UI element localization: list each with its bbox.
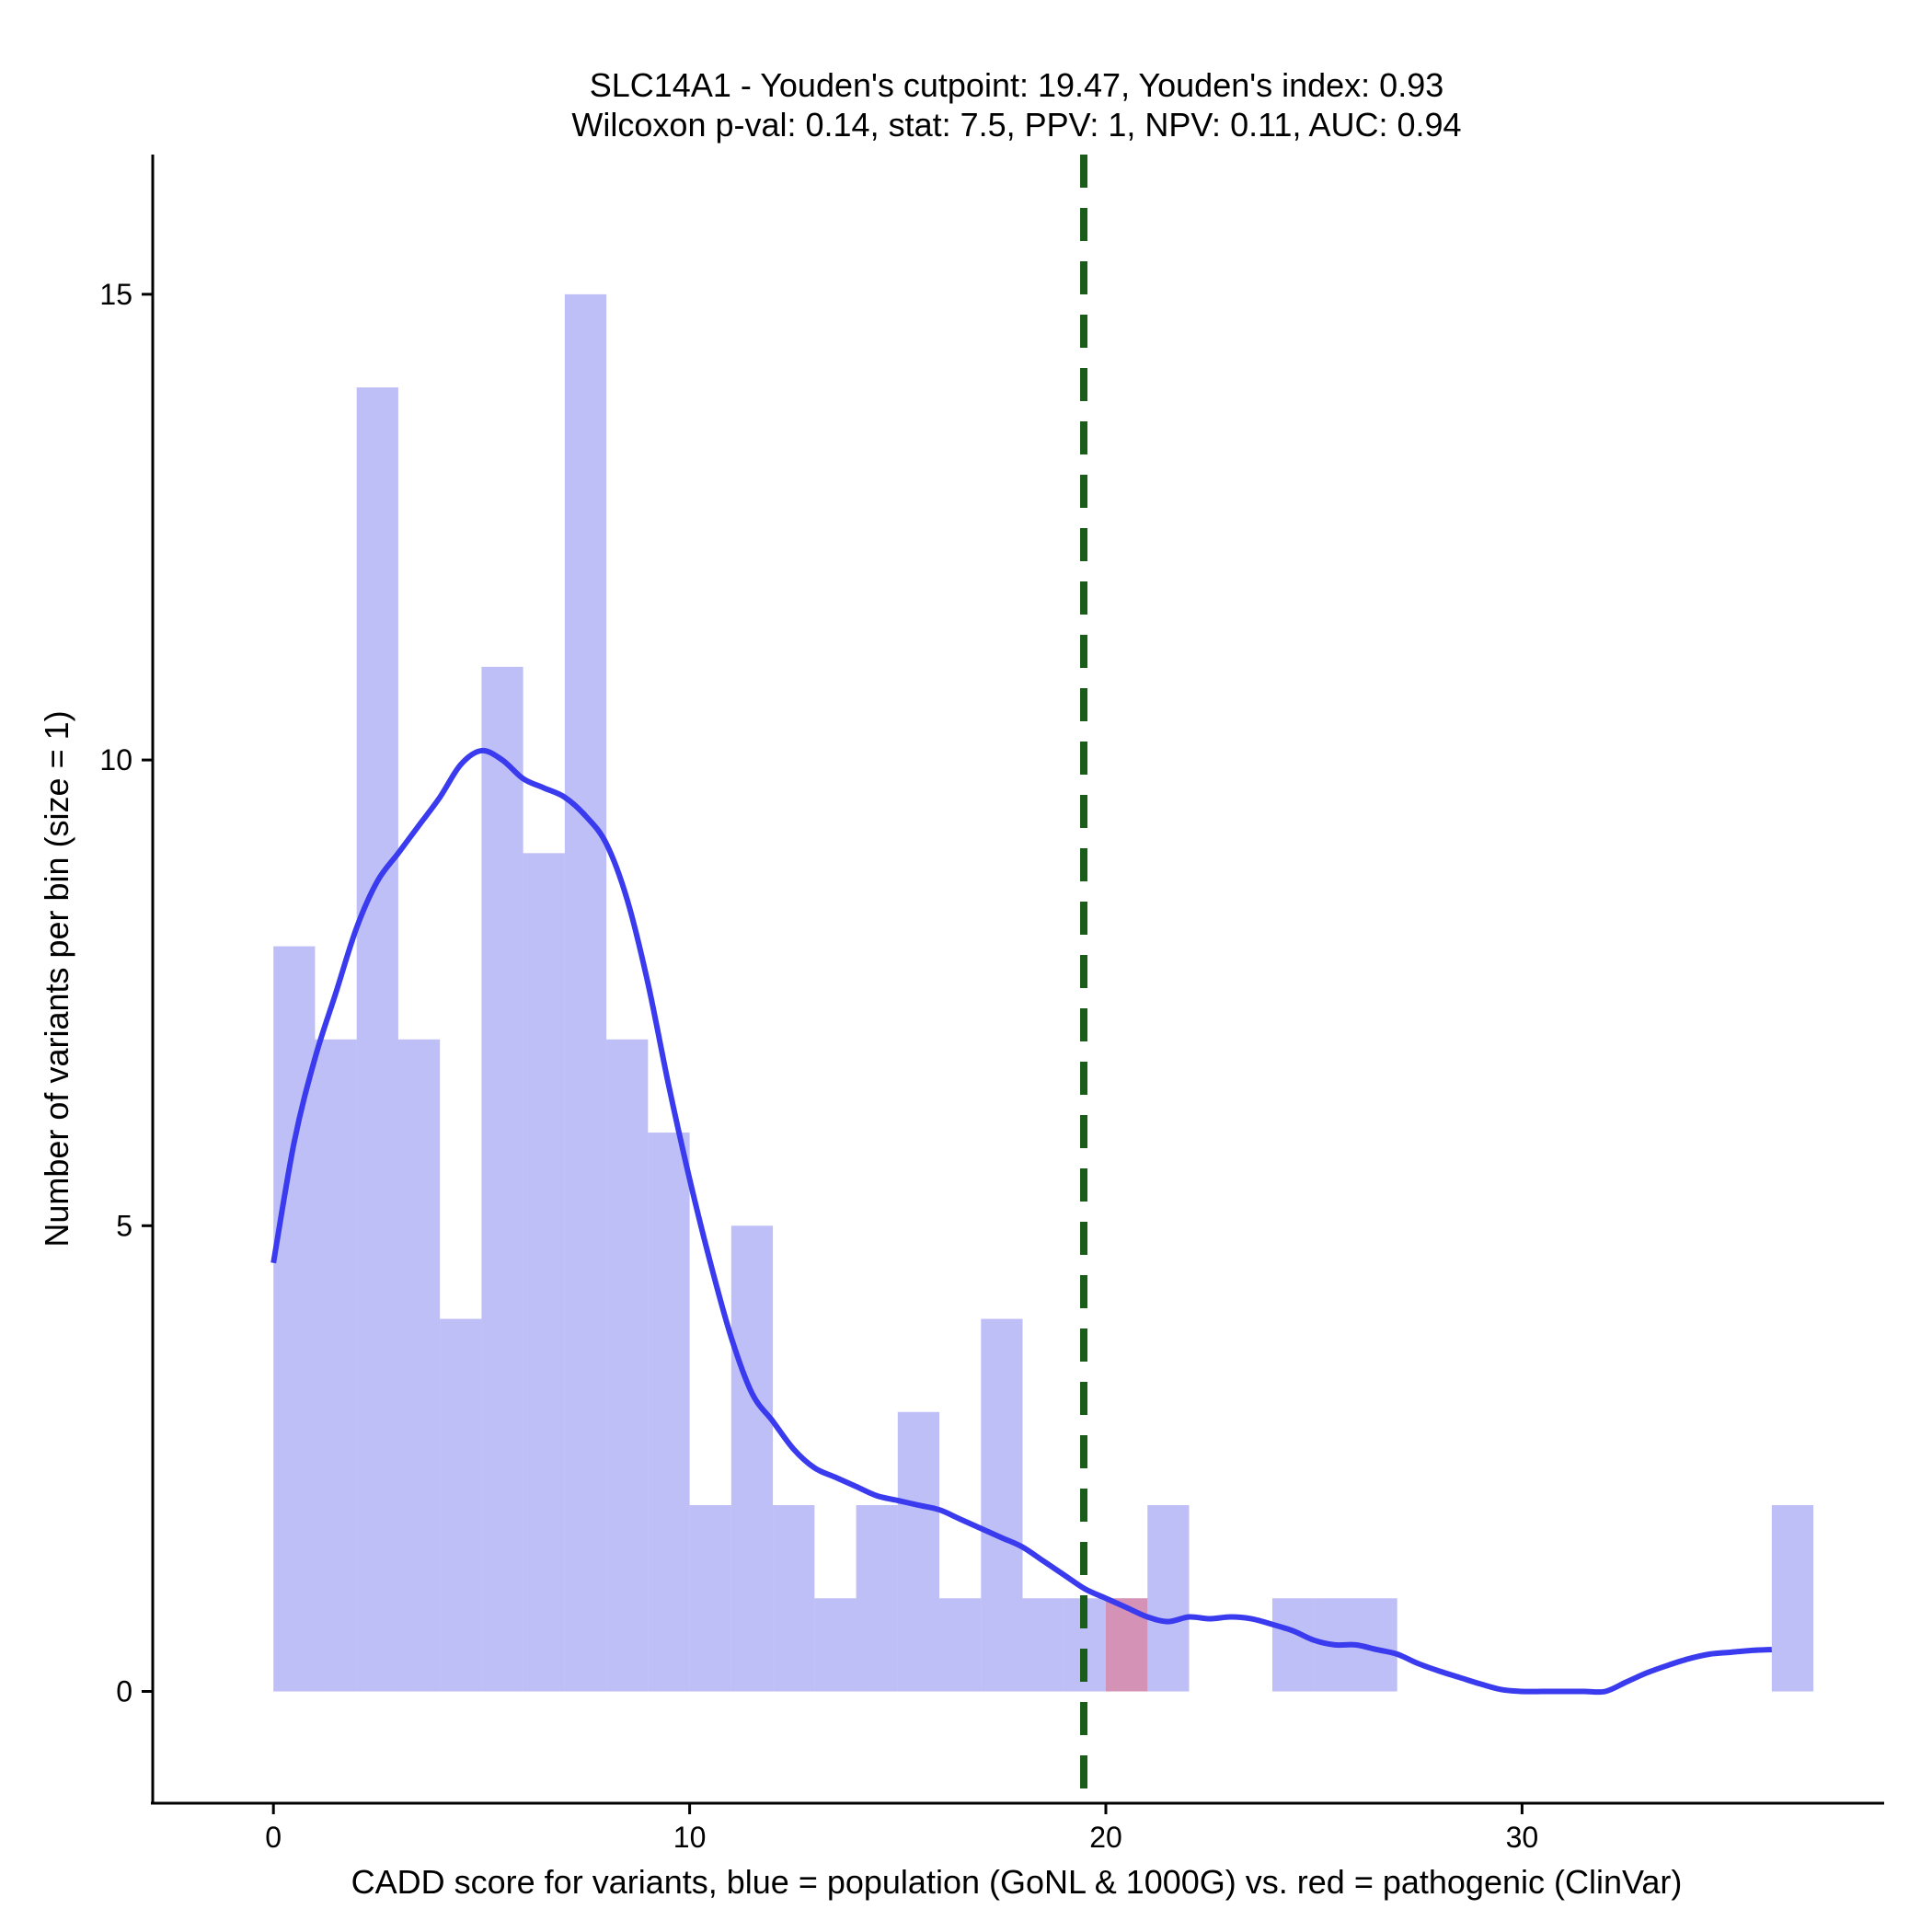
x-tick-label: 30	[1506, 1821, 1539, 1854]
y-axis-title: Number of variants per bin (size = 1)	[38, 710, 75, 1247]
population-bar-1	[315, 1039, 357, 1692]
density-curve-layer	[270, 747, 1772, 1696]
population-bar-3	[397, 1039, 441, 1692]
population-bar-12	[773, 1505, 815, 1692]
population-bar-18	[1022, 1598, 1064, 1692]
population-bar-8	[606, 1039, 649, 1692]
population-bar-21	[1147, 1505, 1190, 1692]
population-bar-6	[523, 853, 565, 1692]
population-bar-15	[897, 1411, 940, 1692]
population-bar-25	[1771, 1505, 1814, 1692]
population-bar-16	[939, 1598, 982, 1692]
population-bar-10	[689, 1505, 731, 1692]
population-bar-2	[356, 387, 398, 1692]
population-bar-9	[648, 1133, 690, 1692]
y-axis-ticks: 0 5 10 15	[99, 278, 153, 1708]
population-bar-13	[814, 1598, 857, 1692]
population-bar-0	[273, 946, 316, 1692]
y-tick-label: 10	[99, 743, 132, 776]
histogram-bars	[273, 293, 1814, 1692]
population-bar-7	[564, 293, 607, 1692]
population-bar-11	[730, 1225, 774, 1692]
population-bar-22	[1271, 1598, 1315, 1692]
population-bar-5	[481, 666, 523, 1692]
y-tick-label: 5	[116, 1209, 132, 1242]
chart-title-line2: Wilcoxon p-val: 0.14, stat: 7.5, PPV: 1,…	[571, 106, 1461, 144]
population-bar-17	[981, 1318, 1023, 1692]
population-bar-14	[856, 1505, 898, 1692]
x-axis-title: CADD score for variants, blue = populati…	[351, 1863, 1683, 1901]
x-axis-ticks: 0 10 20 30	[265, 1803, 1538, 1854]
y-tick-label: 0	[116, 1675, 132, 1708]
y-tick-label: 15	[99, 278, 132, 311]
x-tick-label: 10	[673, 1821, 707, 1854]
population-bar-4	[440, 1318, 482, 1692]
x-tick-label: 20	[1089, 1821, 1122, 1854]
chart-title-line1: SLC14A1 - Youden's cutpoint: 19.47, Youd…	[590, 66, 1444, 104]
x-tick-label: 0	[265, 1821, 282, 1854]
density-curve	[270, 747, 1772, 1696]
